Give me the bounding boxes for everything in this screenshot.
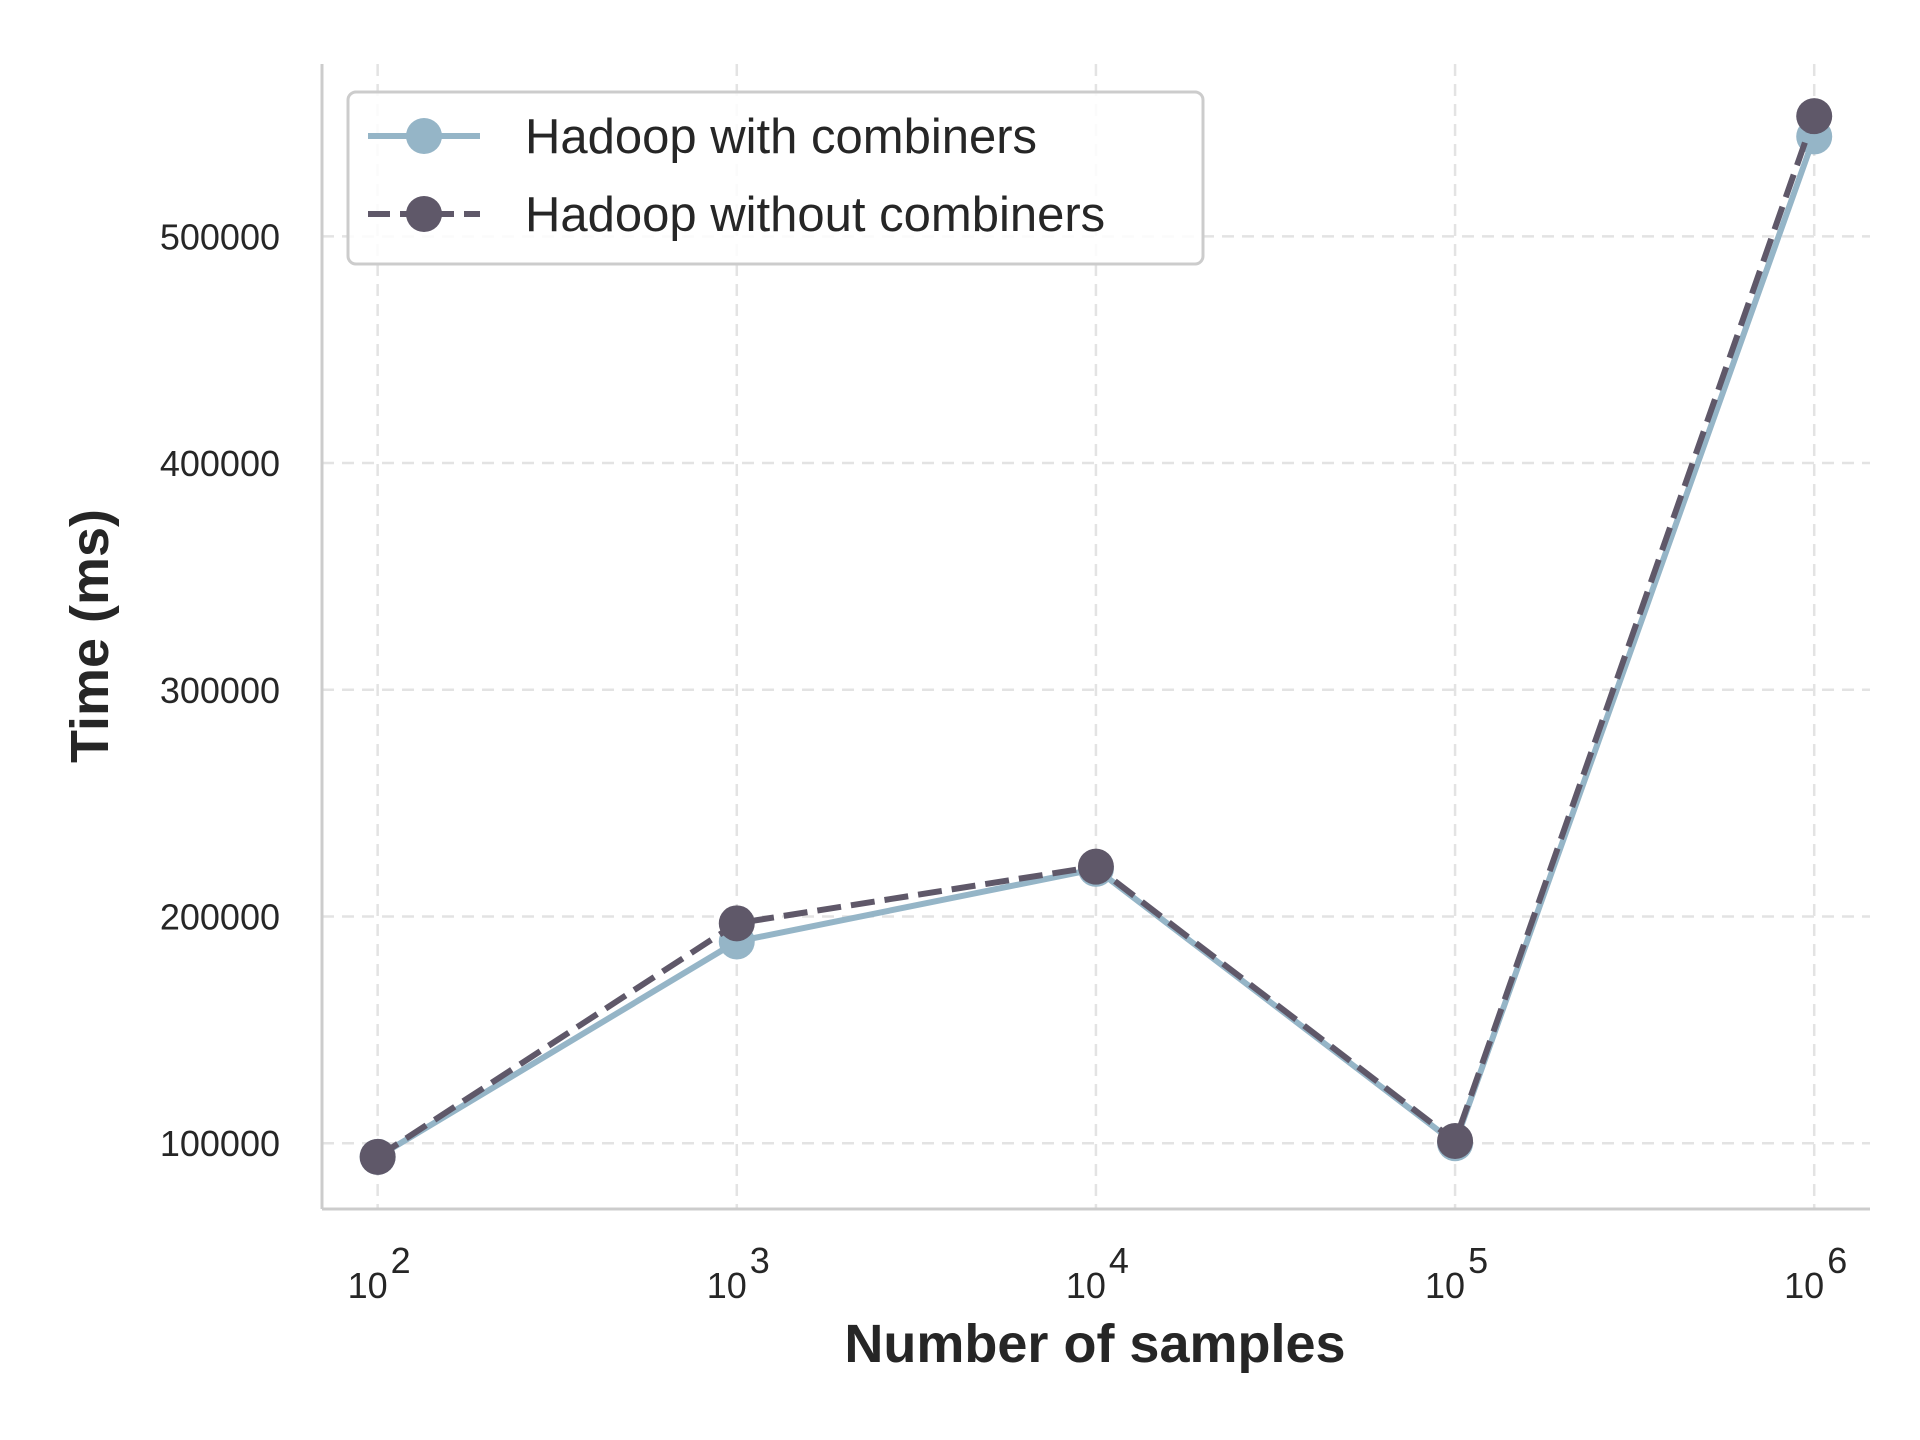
data-point	[1796, 98, 1833, 135]
series-2	[359, 98, 1833, 1175]
legend-box	[346, 90, 1205, 266]
x-axis-title: Number of samples	[844, 1314, 1345, 1374]
x-tick-label-base: 10	[348, 1265, 388, 1306]
y-tick-labels: 100000 200000 300000 400000 500000	[160, 216, 280, 1164]
y-tick-label: 400000	[160, 443, 280, 484]
series	[359, 98, 1833, 1175]
x-tick-label: 106	[1784, 1240, 1847, 1306]
data-point	[1437, 1122, 1474, 1159]
x-tick-label-exponent: 4	[1109, 1240, 1129, 1281]
x-tick-label: 102	[348, 1240, 411, 1306]
x-tick-label: 104	[1066, 1240, 1129, 1306]
x-tick-label-exponent: 2	[391, 1240, 411, 1281]
y-axis-title: Time (ms)	[60, 509, 120, 763]
data-point	[359, 1138, 396, 1175]
legend-swatch-marker-without-combiners	[406, 196, 442, 232]
x-tick-label-exponent: 3	[750, 1240, 770, 1281]
y-tick-label: 100000	[160, 1123, 280, 1164]
x-tick-label: 105	[1425, 1240, 1488, 1306]
y-tick-label: 500000	[160, 216, 280, 257]
y-tick-label: 300000	[160, 670, 280, 711]
legend-label-with-combiners: Hadoop with combiners	[525, 110, 1037, 164]
y-tick-label: 200000	[160, 897, 280, 938]
x-tick-label: 103	[707, 1240, 770, 1306]
legend: Hadoop with combiners Hadoop without com…	[346, 90, 1205, 266]
x-tick-label-base: 10	[1066, 1265, 1106, 1306]
data-point	[718, 905, 755, 942]
x-tick-label-exponent: 6	[1827, 1240, 1847, 1281]
legend-label-without-combiners: Hadoop without combiners	[525, 188, 1105, 242]
x-tick-label-base: 10	[1425, 1265, 1465, 1306]
x-tick-label-base: 10	[1784, 1265, 1824, 1306]
x-tick-label-exponent: 5	[1468, 1240, 1488, 1281]
legend-swatch-marker-with-combiners	[406, 118, 442, 154]
x-tick-label-base: 10	[707, 1265, 747, 1306]
data-point	[1077, 848, 1114, 885]
axes	[320, 64, 1870, 1211]
